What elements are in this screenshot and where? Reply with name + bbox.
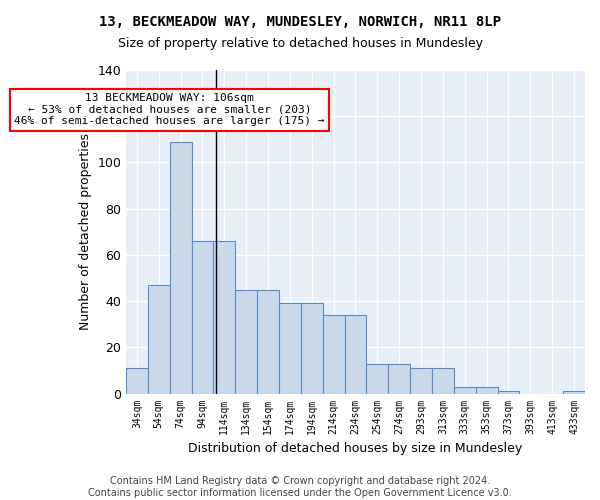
Bar [410, 368, 432, 394]
Y-axis label: Number of detached properties: Number of detached properties [79, 134, 92, 330]
Bar [344, 315, 367, 394]
Bar [126, 368, 148, 394]
Bar [476, 386, 497, 394]
Bar [191, 241, 214, 394]
Text: 13 BECKMEADOW WAY: 106sqm
← 53% of detached houses are smaller (203)
46% of semi: 13 BECKMEADOW WAY: 106sqm ← 53% of detac… [14, 93, 325, 126]
Bar [388, 364, 410, 394]
Bar [367, 364, 388, 394]
Bar [454, 386, 476, 394]
Text: Contains HM Land Registry data © Crown copyright and database right 2024.
Contai: Contains HM Land Registry data © Crown c… [88, 476, 512, 498]
Text: Size of property relative to detached houses in Mundesley: Size of property relative to detached ho… [118, 38, 482, 51]
Bar [235, 290, 257, 394]
Bar [563, 391, 585, 394]
Bar [301, 304, 323, 394]
Bar [279, 304, 301, 394]
Bar [214, 241, 235, 394]
X-axis label: Distribution of detached houses by size in Mundesley: Distribution of detached houses by size … [188, 442, 523, 455]
Bar [432, 368, 454, 394]
Text: 13, BECKMEADOW WAY, MUNDESLEY, NORWICH, NR11 8LP: 13, BECKMEADOW WAY, MUNDESLEY, NORWICH, … [99, 15, 501, 29]
Bar [257, 290, 279, 394]
Bar [497, 391, 520, 394]
Bar [148, 285, 170, 394]
Bar [323, 315, 344, 394]
Bar [170, 142, 191, 394]
